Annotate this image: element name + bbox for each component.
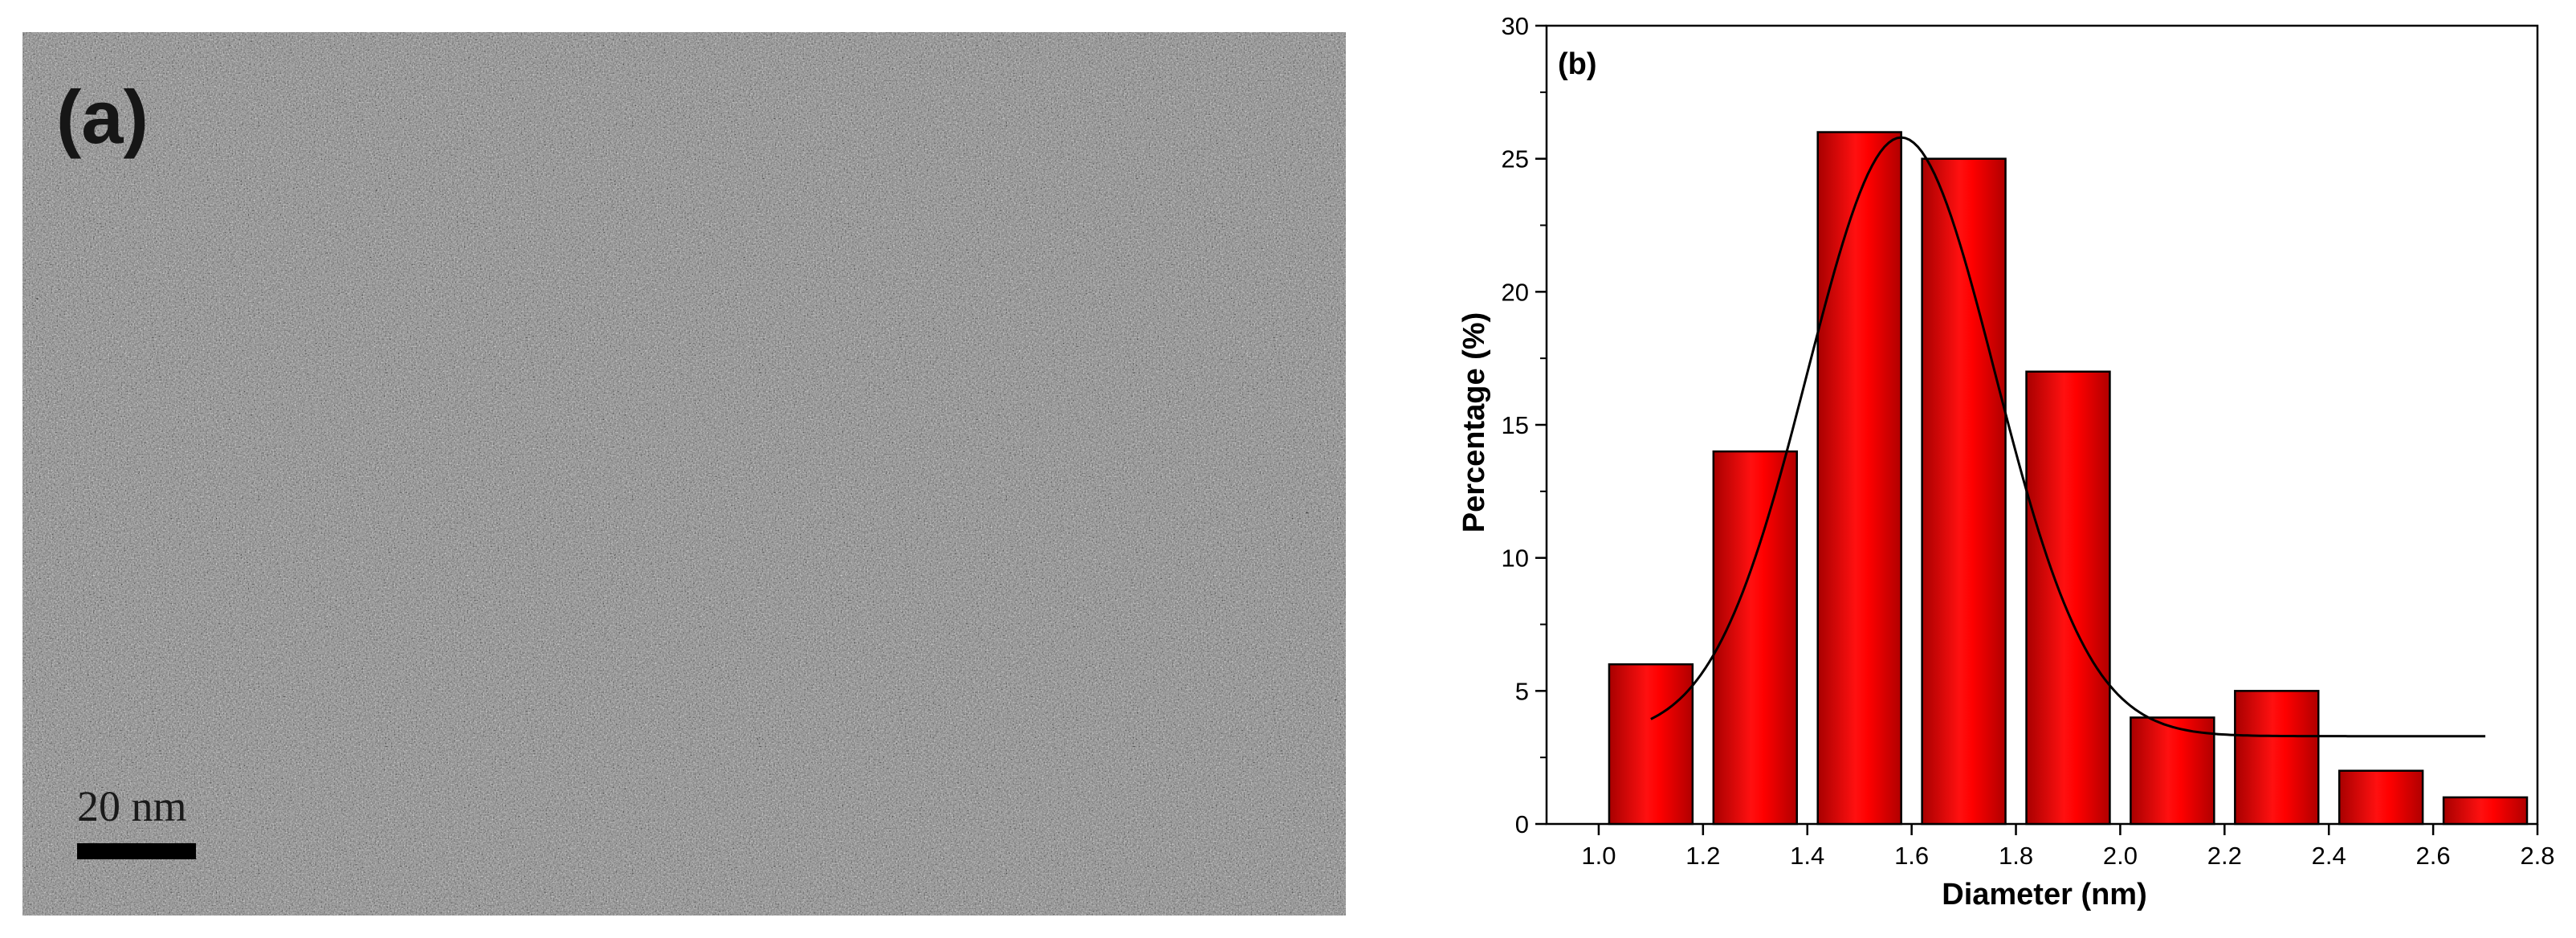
x-axis-title: Diameter (nm) [1942,878,2147,911]
histogram-bar [2130,716,2215,826]
x-tick-label: 2.4 [2312,842,2346,870]
x-tick-label: 2.8 [2520,842,2554,870]
histogram-bar [2234,690,2320,826]
x-tick-label: 1.2 [1685,842,1720,870]
panel-b-label: (b) [1558,47,1597,81]
histogram-bar [2025,370,2111,826]
tem-image-particles [22,32,1346,916]
x-tick-label: 2.6 [2416,842,2451,870]
y-tick-label: 0 [1515,810,1529,838]
x-tick-label: 2.2 [2207,842,2242,870]
y-tick-label: 25 [1502,145,1529,173]
histogram-bar [2442,796,2529,826]
gaussian-fit-curve [1650,136,2486,738]
y-tick-label: 20 [1502,278,1529,306]
scale-bar [77,843,196,859]
histogram-bar [1712,450,1798,826]
tem-image-panel: (a) 20 nm [22,32,1346,916]
x-tick-label: 1.4 [1790,842,1824,870]
histogram-bar [1816,131,1902,826]
y-tick-label: 30 [1502,12,1529,40]
bars-layer [1608,131,2529,826]
y-tick-label: 15 [1502,411,1529,439]
scale-bar-label: 20 nm [77,782,187,830]
x-tick-label: 1.8 [1999,842,2033,870]
histogram-bar [2338,769,2424,826]
x-tick-label: 2.0 [2103,842,2138,870]
y-tick-label: 10 [1502,544,1529,573]
y-tick-label: 5 [1515,677,1529,705]
x-tick-label: 1.6 [1894,842,1929,870]
x-tick-label: 1.0 [1581,842,1616,870]
axes-layer: 1.0 1.2 1.4 1.6 1.8 2.0 2.2 2.4 2.6 2.8 0 5 10 15 20 25… [1502,12,2555,870]
y-axis-title: Percentage (%) [1457,312,1491,533]
histogram-bar [1608,663,1694,826]
histogram-bar [1921,157,2007,826]
panel-a-label: (a) [56,75,149,159]
histogram-chart: 1.0 1.2 1.4 1.6 1.8 2.0 2.2 2.4 2.6 2.8 0 5 10 15 20 25… [1457,12,2555,911]
